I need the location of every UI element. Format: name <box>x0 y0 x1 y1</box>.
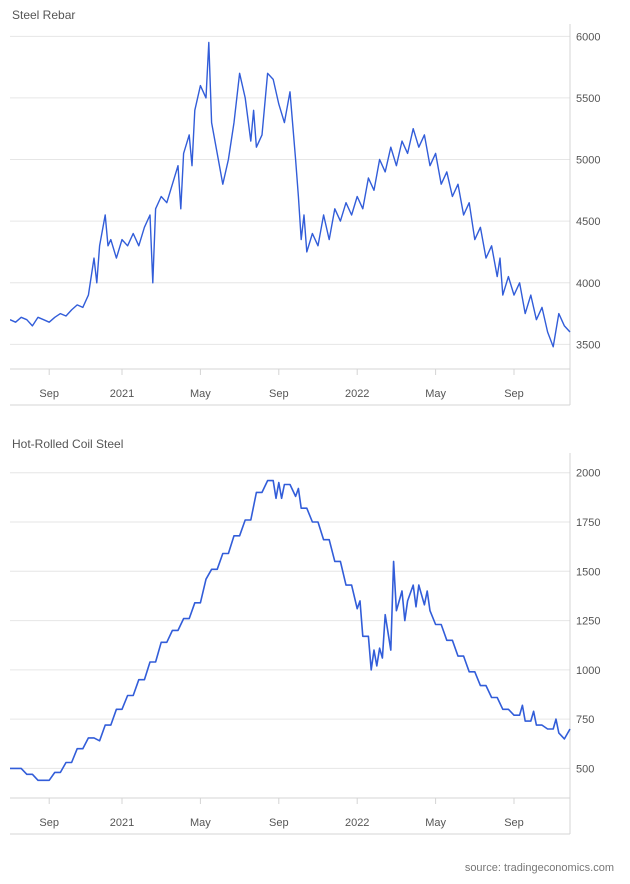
x-tick-label: May <box>425 817 446 829</box>
y-tick-label: 4500 <box>576 216 600 228</box>
x-tick-label: May <box>190 817 211 829</box>
price-line <box>10 43 570 347</box>
steel-rebar-chart: Steel Rebar 3500 4000 4500 5000 5500 6000 Sep 2… <box>10 0 622 423</box>
x-tick-label: May <box>425 388 446 400</box>
y-tick-label: 1000 <box>576 665 600 677</box>
y-tick-label: 2000 <box>576 468 600 480</box>
y-tick-label: 1500 <box>576 566 600 578</box>
chart-svg: 3500 4000 4500 5000 5500 6000 Sep 2021 May Sep 202… <box>10 24 610 423</box>
x-tick-label: Sep <box>504 388 524 400</box>
x-tick-label: 2022 <box>345 388 369 400</box>
x-tick-label: May <box>190 388 211 400</box>
price-line <box>10 481 570 781</box>
y-tick-label: 1250 <box>576 616 600 628</box>
x-tick-label: Sep <box>269 817 289 829</box>
y-tick-label: 1750 <box>576 517 600 529</box>
x-tick-label: 2022 <box>345 817 369 829</box>
y-tick-label: 6000 <box>576 31 600 43</box>
y-tick-label: 500 <box>576 763 594 775</box>
source-attribution: source: tradingeconomics.com <box>0 858 630 884</box>
x-tick-label: 2021 <box>110 817 134 829</box>
chart-title: Hot-Rolled Coil Steel <box>10 429 622 453</box>
y-tick-label: 5500 <box>576 93 600 105</box>
x-tick-label: Sep <box>39 388 59 400</box>
hot-rolled-coil-chart: Hot-Rolled Coil Steel 500 750 1000 1250 1500… <box>10 429 622 852</box>
x-tick-label: 2021 <box>110 388 134 400</box>
y-tick-label: 5000 <box>576 155 600 167</box>
y-tick-label: 3500 <box>576 339 600 351</box>
y-tick-label: 4000 <box>576 278 600 290</box>
x-tick-label: Sep <box>269 388 289 400</box>
y-tick-label: 750 <box>576 714 594 726</box>
x-tick-label: Sep <box>39 817 59 829</box>
chart-svg: 500 750 1000 1250 1500 1750 2000 Sep 2021 May Sep 2… <box>10 453 610 852</box>
chart-title: Steel Rebar <box>10 0 622 24</box>
x-tick-label: Sep <box>504 817 524 829</box>
charts-container: Steel Rebar 3500 4000 4500 5000 5500 6000 Sep 2… <box>0 0 630 884</box>
